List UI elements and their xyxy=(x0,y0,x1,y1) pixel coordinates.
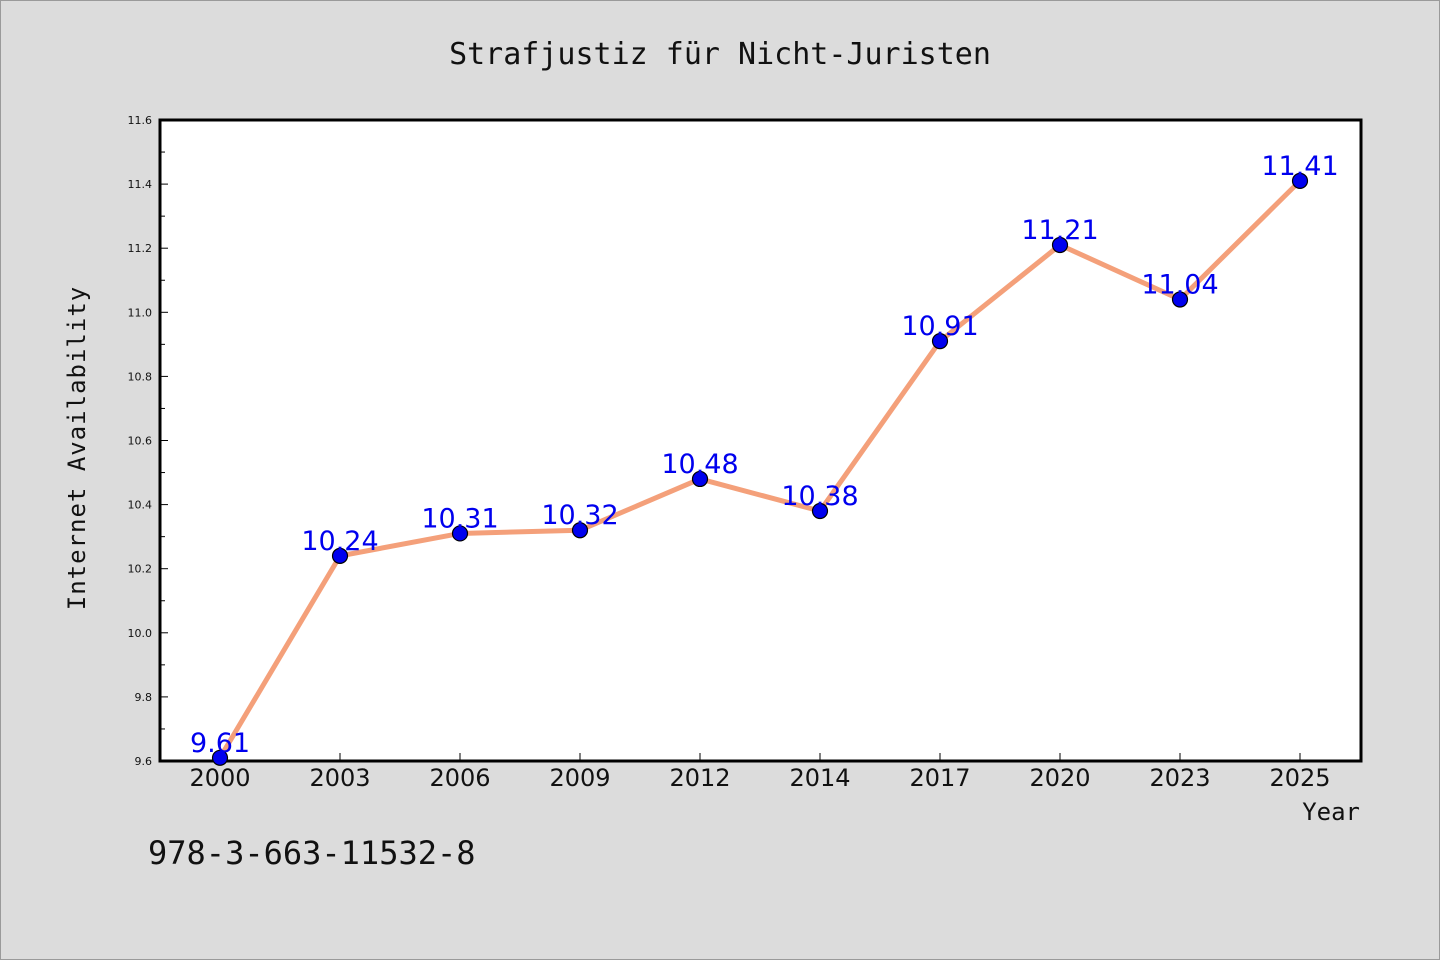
y-tick-label: 11.4 xyxy=(128,178,153,191)
y-tick-label: 10.2 xyxy=(128,563,153,576)
data-point xyxy=(691,470,709,488)
series-line xyxy=(217,179,1302,760)
x-tick-label: 2014 xyxy=(789,764,850,792)
y-tick-label: 10.6 xyxy=(128,435,153,448)
y-tick-label: 11.6 xyxy=(128,114,153,127)
data-point xyxy=(571,522,589,539)
y-tick-label: 11.2 xyxy=(128,242,153,255)
y-tick-label: 9.8 xyxy=(135,691,153,704)
data-labels: 9.61 10.24 10.31 10.32 10.48 10.38 10.91 11.21 1… xyxy=(190,151,1339,759)
y-tick-label: 11.0 xyxy=(128,306,153,319)
y-tick-label: 10.8 xyxy=(128,370,153,383)
data-point xyxy=(451,525,469,542)
data-label: 11.21 xyxy=(1021,215,1098,246)
data-point xyxy=(811,502,829,520)
x-tick-label: 2000 xyxy=(189,764,250,792)
x-axis-label: Year xyxy=(1302,798,1360,826)
y-tick-label: 10.0 xyxy=(128,627,153,640)
x-tick-label: 2023 xyxy=(1149,764,1210,792)
plot-area xyxy=(158,118,1363,763)
data-label: 10.31 xyxy=(421,503,498,534)
y-tick-label: 9.6 xyxy=(135,755,153,768)
data-point xyxy=(331,547,349,564)
x-tick-label: 2003 xyxy=(309,764,370,792)
data-point xyxy=(931,333,949,350)
y-axis-ticks: 9.6 9.8 10.0 10.2 10.4 10.6 10.8 11.0 11.2 11.4 11… xyxy=(128,114,168,768)
data-label: 11.04 xyxy=(1141,269,1218,300)
isbn-text: 978-3-663-11532-8 xyxy=(148,834,476,872)
y-tick-label: 10.4 xyxy=(128,499,153,512)
data-label: 11.41 xyxy=(1261,151,1338,182)
data-point xyxy=(1291,172,1309,189)
x-tick-label: 2025 xyxy=(1269,764,1330,792)
data-label: 10.32 xyxy=(541,500,618,531)
data-label: 10.24 xyxy=(301,526,378,557)
data-label: 10.48 xyxy=(661,449,738,480)
data-point xyxy=(211,749,229,766)
data-label: 9.61 xyxy=(190,728,250,759)
x-tick-label: 2017 xyxy=(909,764,970,792)
data-label: 10.91 xyxy=(901,311,978,342)
chart-title: Strafjustiz für Nicht-Juristen xyxy=(449,37,991,72)
x-tick-label: 2020 xyxy=(1029,764,1090,792)
data-point xyxy=(1051,236,1069,254)
x-tick-label: 2009 xyxy=(549,764,610,792)
y-axis-label: Internet Availability xyxy=(63,286,91,610)
data-markers xyxy=(211,172,1309,766)
data-point xyxy=(1171,291,1189,308)
data-label: 10.38 xyxy=(781,481,858,512)
x-tick-label: 2012 xyxy=(669,764,730,792)
x-axis-ticks: 2000 2003 2006 2009 2012 2014 2017 2020 2023 2025 xyxy=(189,753,1331,792)
x-tick-label: 2006 xyxy=(429,764,490,792)
